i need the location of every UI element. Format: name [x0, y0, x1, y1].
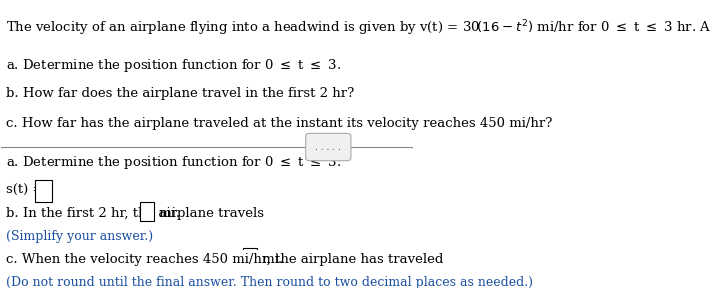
FancyBboxPatch shape — [35, 180, 52, 202]
FancyBboxPatch shape — [244, 248, 257, 267]
Text: b. How far does the airplane travel in the first 2 hr?: b. How far does the airplane travel in t… — [6, 87, 354, 100]
Text: s(t) =: s(t) = — [6, 184, 48, 197]
Text: c. When the velocity reaches 450 mi/hr, the airplane has traveled: c. When the velocity reaches 450 mi/hr, … — [6, 253, 448, 266]
FancyBboxPatch shape — [306, 133, 351, 161]
Text: c. How far has the airplane traveled at the instant its velocity reaches 450 mi/: c. How far has the airplane traveled at … — [6, 117, 552, 130]
Text: b. In the first 2 hr, the airplane travels: b. In the first 2 hr, the airplane trave… — [6, 207, 268, 220]
Text: mi.: mi. — [155, 207, 180, 220]
Text: . . . . .: . . . . . — [315, 143, 342, 151]
Text: (Simplify your answer.): (Simplify your answer.) — [6, 230, 153, 243]
Text: The velocity of an airplane flying into a headwind is given by v(t) = 30$\!\left: The velocity of an airplane flying into … — [6, 19, 710, 38]
Text: mi.: mi. — [258, 253, 283, 266]
FancyBboxPatch shape — [141, 202, 154, 221]
Text: a. Determine the position function for 0 $\leq$ t $\leq$ 3.: a. Determine the position function for 0… — [6, 57, 342, 74]
Text: (Do not round until the final answer. Then round to two decimal places as needed: (Do not round until the final answer. Th… — [6, 276, 533, 288]
Text: a. Determine the position function for 0 $\leq$ t $\leq$ 3.: a. Determine the position function for 0… — [6, 154, 342, 171]
